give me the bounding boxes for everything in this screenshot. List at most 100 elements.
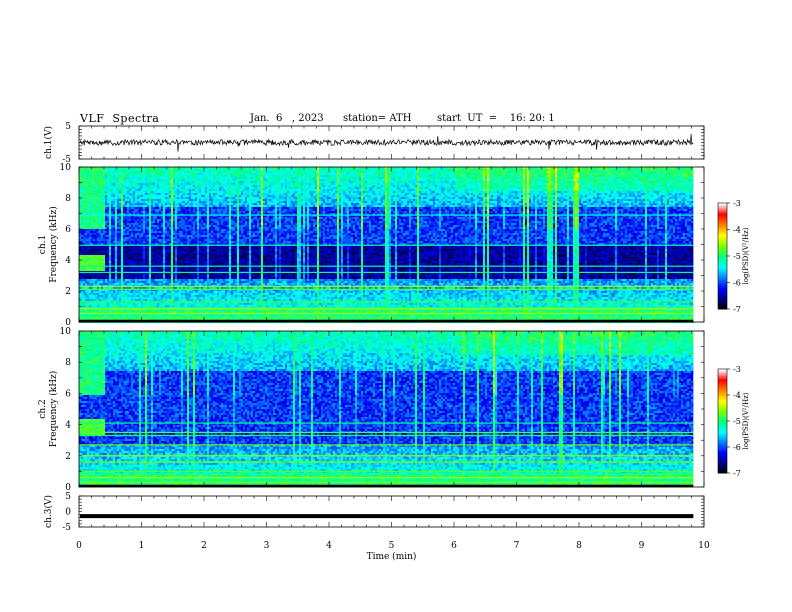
spectrogram-cell [543, 173, 545, 175]
spectrogram-cell [689, 181, 691, 183]
spectrogram-cell [645, 179, 647, 181]
spectrogram-cell [617, 179, 619, 181]
spectrogram-cell [125, 177, 127, 179]
spectrogram-cell [601, 183, 603, 185]
spectrogram-cell [527, 173, 529, 175]
spectrogram-cell [621, 183, 623, 185]
spectrogram-cell [537, 177, 539, 179]
spectrogram-cell [517, 177, 519, 179]
spectrogram-cell [357, 173, 359, 175]
spectrogram-cell [129, 171, 131, 173]
spectrogram-cell [627, 171, 629, 173]
spectrogram-cell [371, 181, 373, 183]
spectrogram-cell [525, 177, 527, 179]
spectrogram-cell [553, 171, 555, 173]
spectrogram-cell [497, 173, 499, 175]
y-axis-label-line: ch.1(V) [43, 126, 54, 159]
spectrogram-cell [131, 183, 133, 185]
spectrogram-cell [519, 175, 521, 177]
spectrogram-cell [553, 175, 555, 177]
spectrogram-cell [225, 183, 227, 185]
spectrogram-cell [473, 183, 475, 185]
spectrogram-cell [201, 179, 203, 181]
spectrogram-cell [107, 175, 109, 177]
spectrogram-cell [133, 181, 135, 183]
spectrogram-cell [253, 171, 255, 173]
spectrogram-cell [157, 179, 159, 181]
spectrogram-cell [227, 179, 229, 181]
spectrogram-cell [261, 175, 263, 177]
spectrogram-cell [163, 177, 165, 179]
spectrogram-cell [423, 177, 425, 179]
spectrogram-cell [539, 173, 541, 175]
spectrogram-cell [193, 181, 195, 183]
spectrogram-cell [639, 177, 641, 179]
spectrogram-cell [351, 181, 353, 183]
spectrogram-cell [247, 179, 249, 181]
spectrogram-cell [601, 181, 603, 183]
spectrogram-cell [459, 171, 461, 173]
spectrogram-cell [363, 175, 365, 177]
spectrogram-cell [575, 171, 577, 173]
spectrogram-cell [297, 183, 299, 185]
spectrogram-cell [349, 169, 351, 171]
spectrogram-cell [683, 171, 685, 173]
spectrogram-cell [117, 169, 119, 171]
spectrogram-cell [169, 169, 171, 171]
spectrogram-cell [393, 171, 395, 173]
spectrogram-cell [419, 177, 421, 179]
spectrogram-cell [685, 179, 687, 181]
spectrogram-cell [511, 181, 513, 183]
spectrogram-cell [97, 179, 99, 181]
spectrogram-cell [313, 173, 315, 175]
spectrogram-cell [603, 173, 605, 175]
spectrogram-cell [675, 173, 677, 175]
spectrogram-cell [493, 173, 495, 175]
spectrogram-cell [477, 177, 479, 179]
spectrogram-cell [461, 183, 463, 185]
spectrogram-cell [687, 175, 689, 177]
spectrogram-cell [269, 179, 271, 181]
spectrogram-cell [231, 183, 233, 185]
spectrogram-cell [399, 179, 401, 181]
spectrogram-cell [285, 175, 287, 177]
spectrogram-cell [433, 171, 435, 173]
spectrogram-cell [423, 171, 425, 173]
spectrogram-cell [275, 177, 277, 179]
spectrogram-cell [423, 175, 425, 177]
spectrogram-cell [479, 173, 481, 175]
spectrogram-cell [291, 183, 293, 185]
spectrogram-cell [651, 173, 653, 175]
spectrogram-cell [385, 181, 387, 183]
spectrogram-cell [553, 181, 555, 183]
spectrogram-cell [379, 179, 381, 181]
spectrogram-cell [315, 171, 317, 173]
spectrogram-cell [175, 169, 177, 171]
spectrogram-cell [203, 177, 205, 179]
spectrogram-cell [345, 169, 347, 171]
spectrogram-cell [111, 175, 113, 177]
spectrogram-cell [675, 171, 677, 173]
spectrogram-cell [131, 169, 133, 171]
spectrogram-cell [383, 183, 385, 185]
spectrogram-cell [313, 171, 315, 173]
spectrogram-cell [289, 175, 291, 177]
spectrogram-cell [355, 173, 357, 175]
spectrogram-cell [299, 173, 301, 175]
spectrogram-cell [303, 173, 305, 175]
spectrogram-cell [355, 171, 357, 173]
spectrogram-cell [91, 179, 93, 181]
spectrogram-cell [213, 171, 215, 173]
spectrogram-cell [331, 173, 333, 175]
spectrogram-cell [107, 179, 109, 181]
spectrogram-cell [413, 179, 415, 181]
spectrogram-cell [511, 175, 513, 177]
spectrogram-cell [337, 171, 339, 173]
spectrogram-cell [315, 183, 317, 185]
spectrogram-cell [667, 171, 669, 173]
spectrogram-cell [355, 183, 357, 185]
spectrogram-cell [363, 179, 365, 181]
spectrogram-cell [457, 169, 459, 171]
spectrogram-cell [139, 173, 141, 175]
spectrogram-cell [279, 179, 281, 181]
